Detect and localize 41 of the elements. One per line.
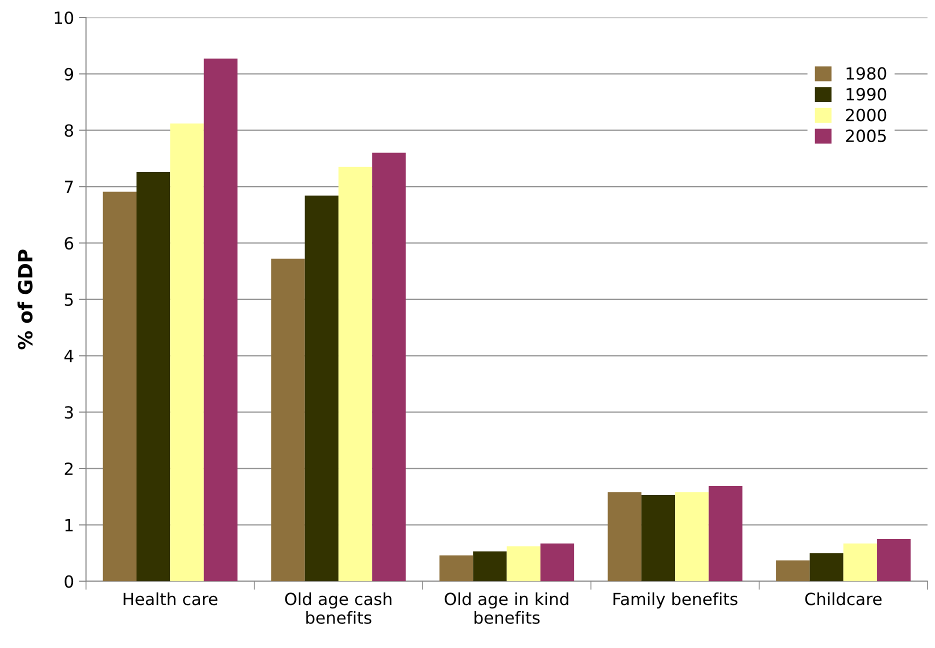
bar [338,166,372,582]
y-tick-label: 7 [64,180,73,193]
bar [877,538,911,582]
bar [304,196,338,582]
legend-label: 1990 [846,88,886,101]
bar [102,192,137,582]
bar [708,486,742,582]
bar [372,152,406,582]
bar [641,495,676,582]
legend-label: 2000 [846,108,886,122]
y-tick-label: 6 [64,236,74,250]
y-tick-label: 0 [64,575,74,588]
x-tick-label: Old age in kind benefits [444,592,568,624]
legend-label: 2005 [846,130,886,142]
bar [675,492,709,582]
x-tick-label: Family benefits [614,592,738,608]
x-tick-label: Old age cash benefits [285,592,392,624]
bar [540,543,574,582]
bar [506,546,540,582]
y-axis-title: % of GDP [18,250,33,350]
bar [810,553,844,582]
bar [608,492,642,582]
y-tick-label: 4 [64,350,74,362]
x-tick-label: Childcare [805,592,882,606]
y-tick-label: 3 [64,406,73,419]
bar [204,58,238,582]
y-tick-label: 9 [64,68,74,80]
bar [473,551,507,582]
legend-label: 1980 [846,67,886,80]
bar [170,123,204,582]
y-tick-label: 5 [64,294,73,306]
y-tick-label: 10 [54,11,74,24]
y-tick-label: 8 [64,124,74,137]
x-tick-label: Health care [124,592,218,606]
bar [136,172,170,582]
y-tick-label: 2 [64,462,73,475]
y-tick-label: 1 [65,519,73,532]
bar [439,555,474,582]
bar [271,258,305,582]
bar [843,543,878,582]
bar [776,560,810,582]
